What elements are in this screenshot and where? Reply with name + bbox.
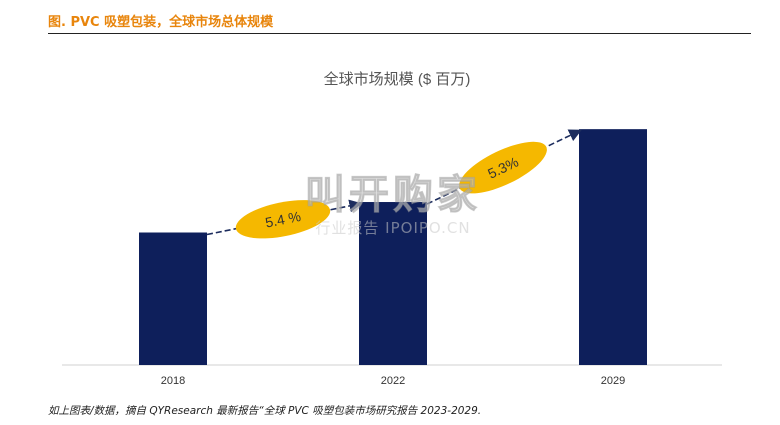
x-tick-label-2018: 2018 xyxy=(161,375,185,387)
growth-rate-badge-1 xyxy=(235,200,331,239)
x-tick-label-2029: 2029 xyxy=(601,375,625,387)
title-divider xyxy=(48,33,751,34)
bar-2022 xyxy=(359,202,427,365)
x-tick-label-2022: 2022 xyxy=(381,375,405,387)
growth-rate-label-1: 5.4 % xyxy=(264,208,302,231)
bar-2018 xyxy=(139,232,207,365)
source-note: 如上图表/数据，摘自 QYResearch 最新报告“全球 PVC 吸塑包装市场… xyxy=(48,405,482,417)
bar-2029 xyxy=(579,129,647,365)
chart-title: 全球市场规模 ($ 百万) xyxy=(324,70,471,88)
growth-rate-badge-2 xyxy=(459,141,547,194)
figure-title: 图. PVC 吸塑包装，全球市场总体规模 xyxy=(48,15,274,30)
